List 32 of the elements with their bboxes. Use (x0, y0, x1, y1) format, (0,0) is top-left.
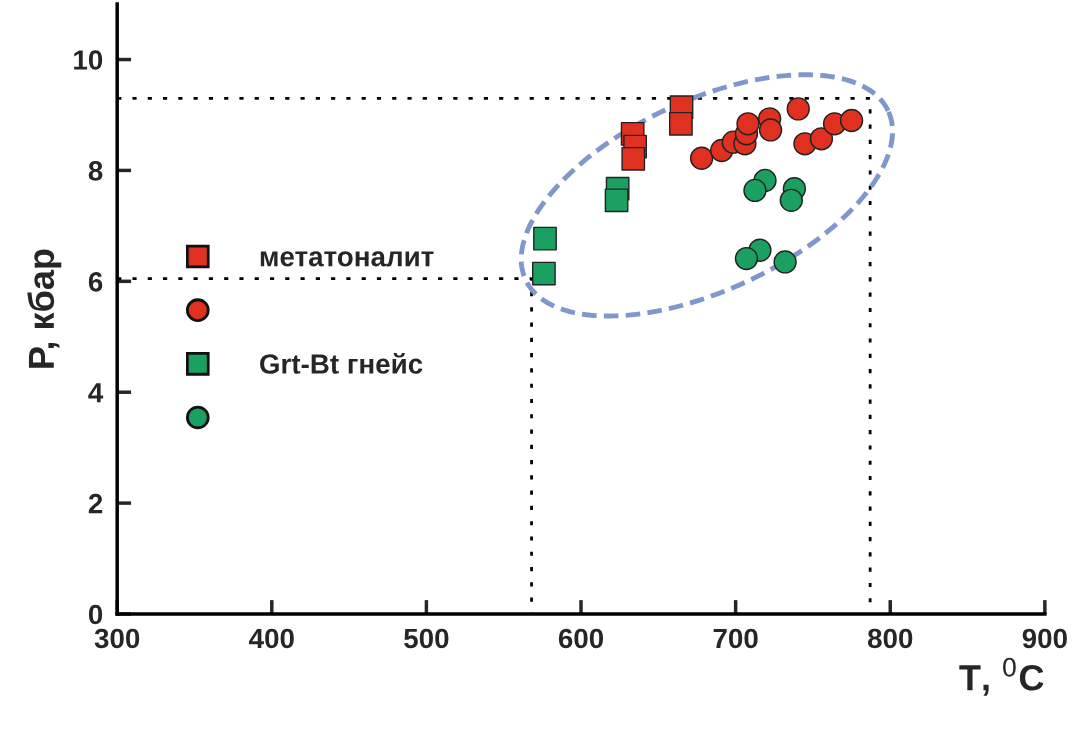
point (839, 108, 864, 133)
y-tick-label: 0 (88, 604, 103, 625)
x-tick-label: 700 (713, 628, 758, 649)
y-axis-title: P, кбар (27, 249, 62, 368)
point (736, 112, 760, 136)
legend-label: метатоналит (260, 251, 434, 267)
point (669, 111, 693, 136)
legend-label: Grt-Bt гнейс (260, 352, 423, 374)
x-tick-label: 800 (867, 628, 913, 649)
x-tick-label: 400 (249, 628, 294, 649)
x-tick-label: 300 (94, 628, 140, 649)
point (809, 127, 834, 151)
y-tick-label: 6 (88, 271, 103, 292)
point (689, 146, 714, 170)
point (779, 188, 803, 213)
point (532, 261, 556, 286)
y-tick-label: 10 (74, 50, 103, 70)
point (773, 250, 797, 274)
point (604, 188, 629, 213)
point (533, 226, 557, 251)
x-axis-title: T, $^{0}$C (959, 657, 1044, 696)
y-tick-label: 8 (88, 161, 103, 181)
point (758, 118, 783, 142)
y-tick-label: 4 (88, 383, 104, 403)
x-tick-label: 500 (404, 628, 449, 649)
point (621, 146, 646, 171)
x-tick-label: 600 (558, 628, 604, 649)
y-tick-label: 2 (88, 493, 103, 514)
point (734, 246, 759, 271)
point (786, 97, 810, 121)
x-tick-label: 900 (1022, 628, 1067, 649)
point (743, 178, 767, 203)
